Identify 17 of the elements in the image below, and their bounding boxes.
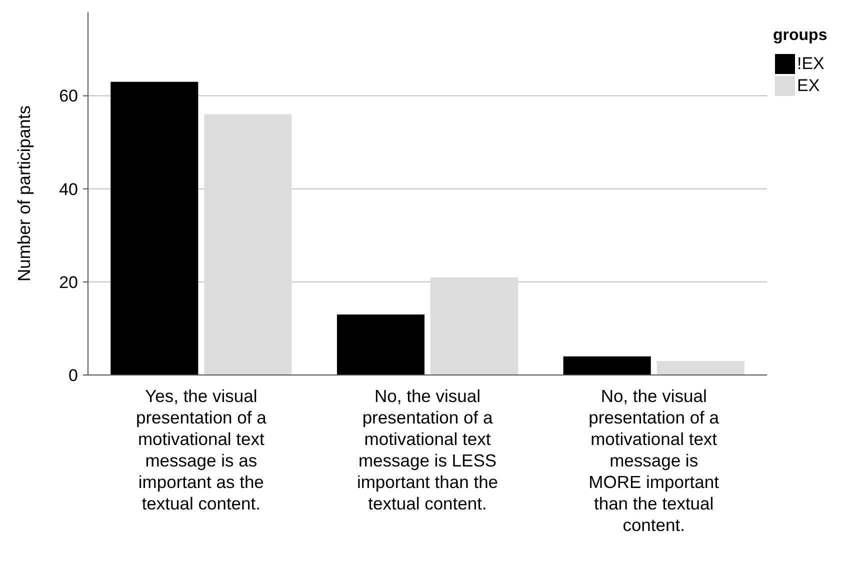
legend-title: groups [773, 27, 828, 44]
bar [110, 82, 198, 375]
legend-label: !EX [797, 54, 824, 73]
x-tick-label: No, the visual presentation of a motivational text message is LESS important than the textual content. [356, 386, 498, 514]
y-tick-label: 0 [68, 366, 78, 385]
x-tick-label: No, the visual presentation of a motivational text message is MORE important than the textual content. [588, 386, 720, 535]
bar [430, 277, 518, 375]
x-tick-label: Yes, the visual presentation of a motivational text message is as important as the textual content. [136, 386, 267, 514]
y-axis-title: Number of participants [14, 105, 34, 282]
bar [204, 114, 292, 375]
y-tick-label: 60 [59, 86, 78, 106]
bar [656, 361, 744, 375]
legend-label: EX [797, 76, 820, 95]
bar [336, 314, 424, 375]
y-tick-label: 40 [59, 180, 78, 199]
bar [563, 356, 651, 375]
y-tick-label: 20 [59, 272, 78, 292]
